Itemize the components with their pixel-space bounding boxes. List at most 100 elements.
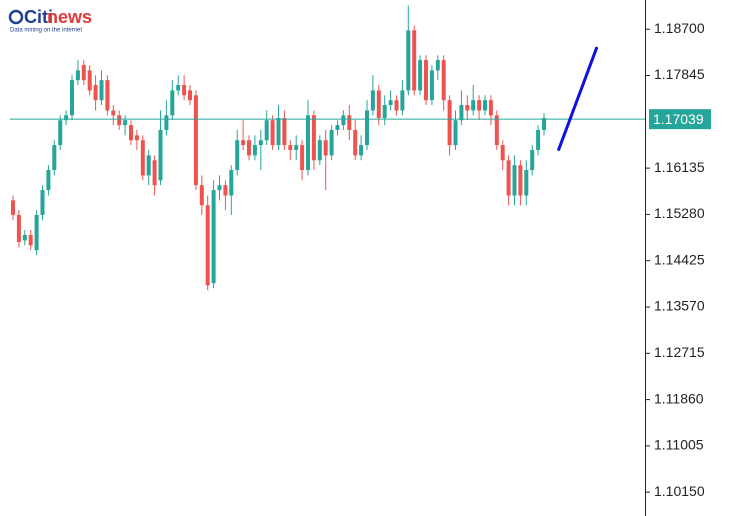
candle-body [370,90,375,111]
candle-body [447,100,452,146]
candle-body [22,234,27,241]
y-tick-label: 1.16135 [654,159,705,175]
candle-body [359,145,364,156]
candle-body [365,110,369,146]
candle-body [105,80,110,111]
candle-body [64,115,69,121]
candle-body [93,85,98,101]
y-tick-label: 1.12715 [654,344,705,360]
y-tick-label: 1.18700 [654,20,705,36]
candle-body [388,100,393,106]
candle-body [146,155,151,176]
candle-body [252,145,257,156]
candle-body [382,105,387,119]
candle-body [435,60,440,71]
candle-body [329,129,334,156]
candle-body [412,30,417,91]
candle-body [524,170,529,196]
candle-body [99,80,104,101]
y-tick-label: 1.13570 [654,298,705,314]
candle-body [193,95,198,186]
y-tick-label: 1.17845 [654,66,705,82]
y-tick-label: 1.14425 [654,251,705,267]
candle-body [264,120,269,141]
candle-body [199,185,204,206]
candle-body [465,105,470,111]
candle-body [288,145,293,150]
candle-body [494,115,499,146]
candle-body [542,118,546,130]
candle-body [140,140,145,176]
candle-body [270,120,275,146]
trendline [557,46,599,151]
candle-body [506,160,511,196]
candle-body [223,185,228,196]
candle-body [488,100,493,116]
candle-body [58,120,63,146]
candle-body [424,60,428,101]
candle-body [406,30,411,91]
candle-body [46,170,51,191]
candle-body [182,85,187,96]
logo-icon [8,9,24,25]
candle-body [241,140,246,146]
candle-body [471,100,476,111]
candle-body [211,190,216,284]
candle-body [323,140,328,156]
candle-body [530,149,535,171]
candle-body [483,100,487,111]
candle-body [376,90,381,119]
candle-body [117,115,122,126]
candle-body [306,115,310,171]
candle-body [247,140,251,156]
candle-body [28,234,33,246]
current-price-box [649,109,711,130]
candle-body [75,70,80,81]
y-tick-label: 1.11860 [654,390,704,406]
candle-body [441,60,446,101]
candle-body [311,115,316,161]
candle-body [176,85,181,91]
candle-body [229,170,234,196]
candle-body [276,118,281,146]
y-tick-label: 1.10150 [654,483,705,499]
candle-body [52,145,57,171]
candle-body [429,70,434,101]
candle-body [282,118,287,146]
candle-body [188,90,192,101]
candle-body [294,145,299,150]
candle-body [235,140,240,171]
candle-body [258,140,263,146]
logo: Citi news Data mining on the internet [8,7,92,34]
candle-body [300,145,305,171]
candle-body [134,135,139,141]
candle-body [536,129,541,150]
candle-body [341,115,346,126]
candle-body [500,145,505,161]
logo-tagline: Data mining on the internet [10,28,82,34]
logo-brand-accent: news [47,7,92,27]
candle-body [11,200,15,215]
candle-body [512,165,517,196]
candle-body [158,129,163,181]
candle-body [394,100,399,111]
candle-body [70,80,74,116]
candle-body [335,125,340,130]
candle-body [152,160,157,186]
y-tick-label: 1.15280 [654,205,705,221]
candle-body [418,60,423,91]
candle-body [459,105,464,121]
candle-body [518,165,523,196]
candle-body [217,185,222,191]
candle-body [16,214,21,243]
candle-body [123,120,128,126]
current-price-label: 1.17039 [653,111,704,127]
candle-body [453,120,458,146]
candle-body [164,115,169,130]
candle-body [205,205,210,286]
logo-brand: Citi [24,7,53,27]
candle-body [87,70,92,91]
candle-body [129,125,133,141]
candle-body [170,90,175,116]
